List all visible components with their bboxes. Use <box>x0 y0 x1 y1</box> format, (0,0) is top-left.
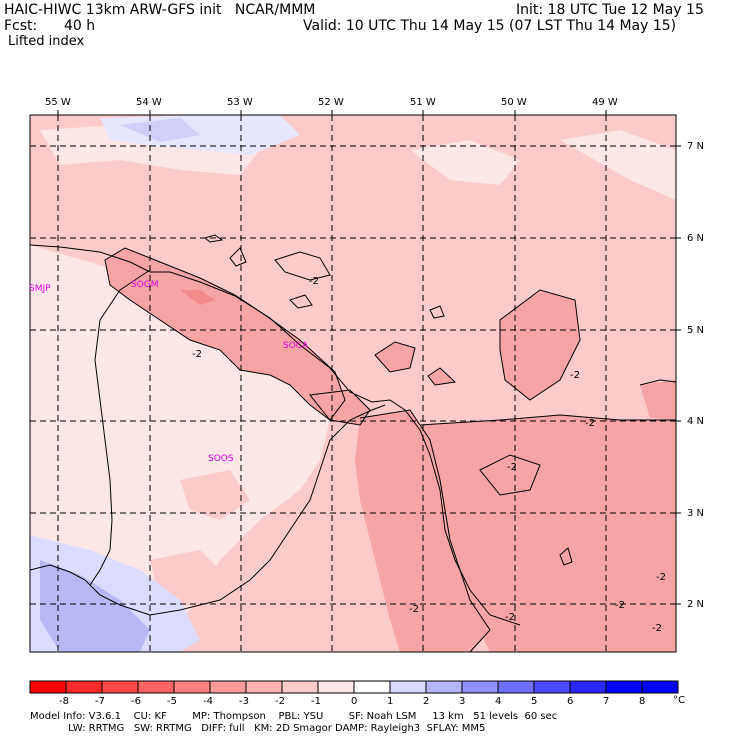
lat-label-5n: 5 N <box>687 325 705 336</box>
colorbar-tick-label: -4 <box>203 696 213 707</box>
contour-label: -2 <box>615 600 625 611</box>
model-info-line2: LW: RRTMG SW: RRTMG DIFF: full KM: 2D Sm… <box>30 723 486 734</box>
contour-label: -2 <box>192 349 202 360</box>
colorbar-swatch <box>174 681 211 693</box>
lat-lon-grid <box>30 115 676 652</box>
lon-label-52w: 52 W <box>318 97 344 108</box>
contour-label: -2 <box>507 462 517 473</box>
colorbar-tick-label: -8 <box>59 696 69 707</box>
colorbar-swatch <box>318 681 355 693</box>
shaded-field <box>30 115 676 652</box>
contour-label: -2 <box>570 370 580 381</box>
colorbar-frame <box>29 680 679 694</box>
colorbar-swatch <box>606 681 643 693</box>
colorbar-tick-label: 6 <box>567 696 574 707</box>
colorbar-tick-label: -2 <box>275 696 285 707</box>
colorbar-tick-label: 2 <box>423 696 430 707</box>
contour-label: -2 <box>409 604 419 615</box>
station-label-soos: SOOS <box>208 454 234 464</box>
station-label-sogm: SOGM <box>131 280 159 290</box>
init-time: Init: 18 UTC Tue 12 May 15 <box>516 2 704 18</box>
colorbar-tick-label: 7 <box>603 696 610 707</box>
lat-label-3n: 3 N <box>687 508 705 519</box>
lon-label-53w: 53 W <box>227 97 253 108</box>
colorbar-tick-label: 4 <box>495 696 502 707</box>
lon-label-55w: 55 W <box>45 97 71 108</box>
colorbar-tick-label: 0 <box>351 696 358 707</box>
colorbar-swatch <box>390 681 427 693</box>
lon-label-54w: 54 W <box>136 97 162 108</box>
colorbar-swatch <box>66 681 103 693</box>
model-info-line1: Model Info: V3.6.1 CU: KF MP: Thompson P… <box>30 711 558 722</box>
forecast-label: Fcst: <box>4 18 38 34</box>
colorbar-tick-label: -6 <box>131 696 141 707</box>
lat-label-2n: 2 N <box>687 599 705 610</box>
lon-label-50w: 50 W <box>501 97 527 108</box>
contour-label: -2 <box>652 623 662 634</box>
map-frame <box>29 114 677 653</box>
colorbar-swatch <box>246 681 283 693</box>
field-name: Lifted index <box>8 34 85 49</box>
contour-lines <box>104 234 677 653</box>
colorbar-swatch <box>138 681 175 693</box>
lat-label-4n: 4 N <box>687 416 705 427</box>
contour-label: -2 <box>309 276 319 287</box>
station-label-soca: SOCA <box>283 341 309 351</box>
contour-label: -2 <box>585 418 595 429</box>
colorbar-tick-label: 3 <box>459 696 466 707</box>
colorbar-swatch <box>282 681 319 693</box>
colorbar-swatch <box>498 681 535 693</box>
colorbar-swatch <box>570 681 607 693</box>
contour-label: -2 <box>505 612 515 623</box>
colorbar-tick-label: 8 <box>639 696 646 707</box>
colorbar-tick-label: -1 <box>311 696 321 707</box>
colorbar-swatch <box>354 681 391 693</box>
colorbar-swatch <box>642 681 679 693</box>
contour-label: -2 <box>656 572 666 583</box>
colorbar-tick-label: -7 <box>95 696 105 707</box>
colorbar-swatch <box>534 681 571 693</box>
colorbar <box>30 681 679 693</box>
colorbar-tick-label: 1 <box>387 696 394 707</box>
colorbar-tick-label: -5 <box>167 696 177 707</box>
field-0-to-minus1 <box>30 245 330 652</box>
colorbar-swatch <box>462 681 499 693</box>
valid-time: Valid: 10 UTC Thu 14 May 15 (07 LST Thu … <box>303 18 677 34</box>
forecast-hours: 40 h <box>64 18 96 34</box>
colorbar-tick-label: 5 <box>531 696 538 707</box>
field-minus2-coastal <box>105 248 345 420</box>
coastline-borders <box>29 244 521 626</box>
colorbar-swatch <box>210 681 247 693</box>
lat-label-7n: 7 N <box>687 141 705 152</box>
lon-label-51w: 51 W <box>410 97 436 108</box>
colorbar-unit: °C <box>673 695 685 706</box>
colorbar-swatch <box>426 681 463 693</box>
station-label-smjp: SMJP <box>29 284 51 294</box>
colorbar-swatch <box>30 681 67 693</box>
colorbar-tick-label: -3 <box>239 696 249 707</box>
lat-label-6n: 6 N <box>687 233 705 244</box>
model-title: HAIC-HIWC 13km ARW-GFS init NCAR/MMM <box>4 2 316 18</box>
colorbar-swatch <box>102 681 139 693</box>
lon-label-49w: 49 W <box>592 97 618 108</box>
